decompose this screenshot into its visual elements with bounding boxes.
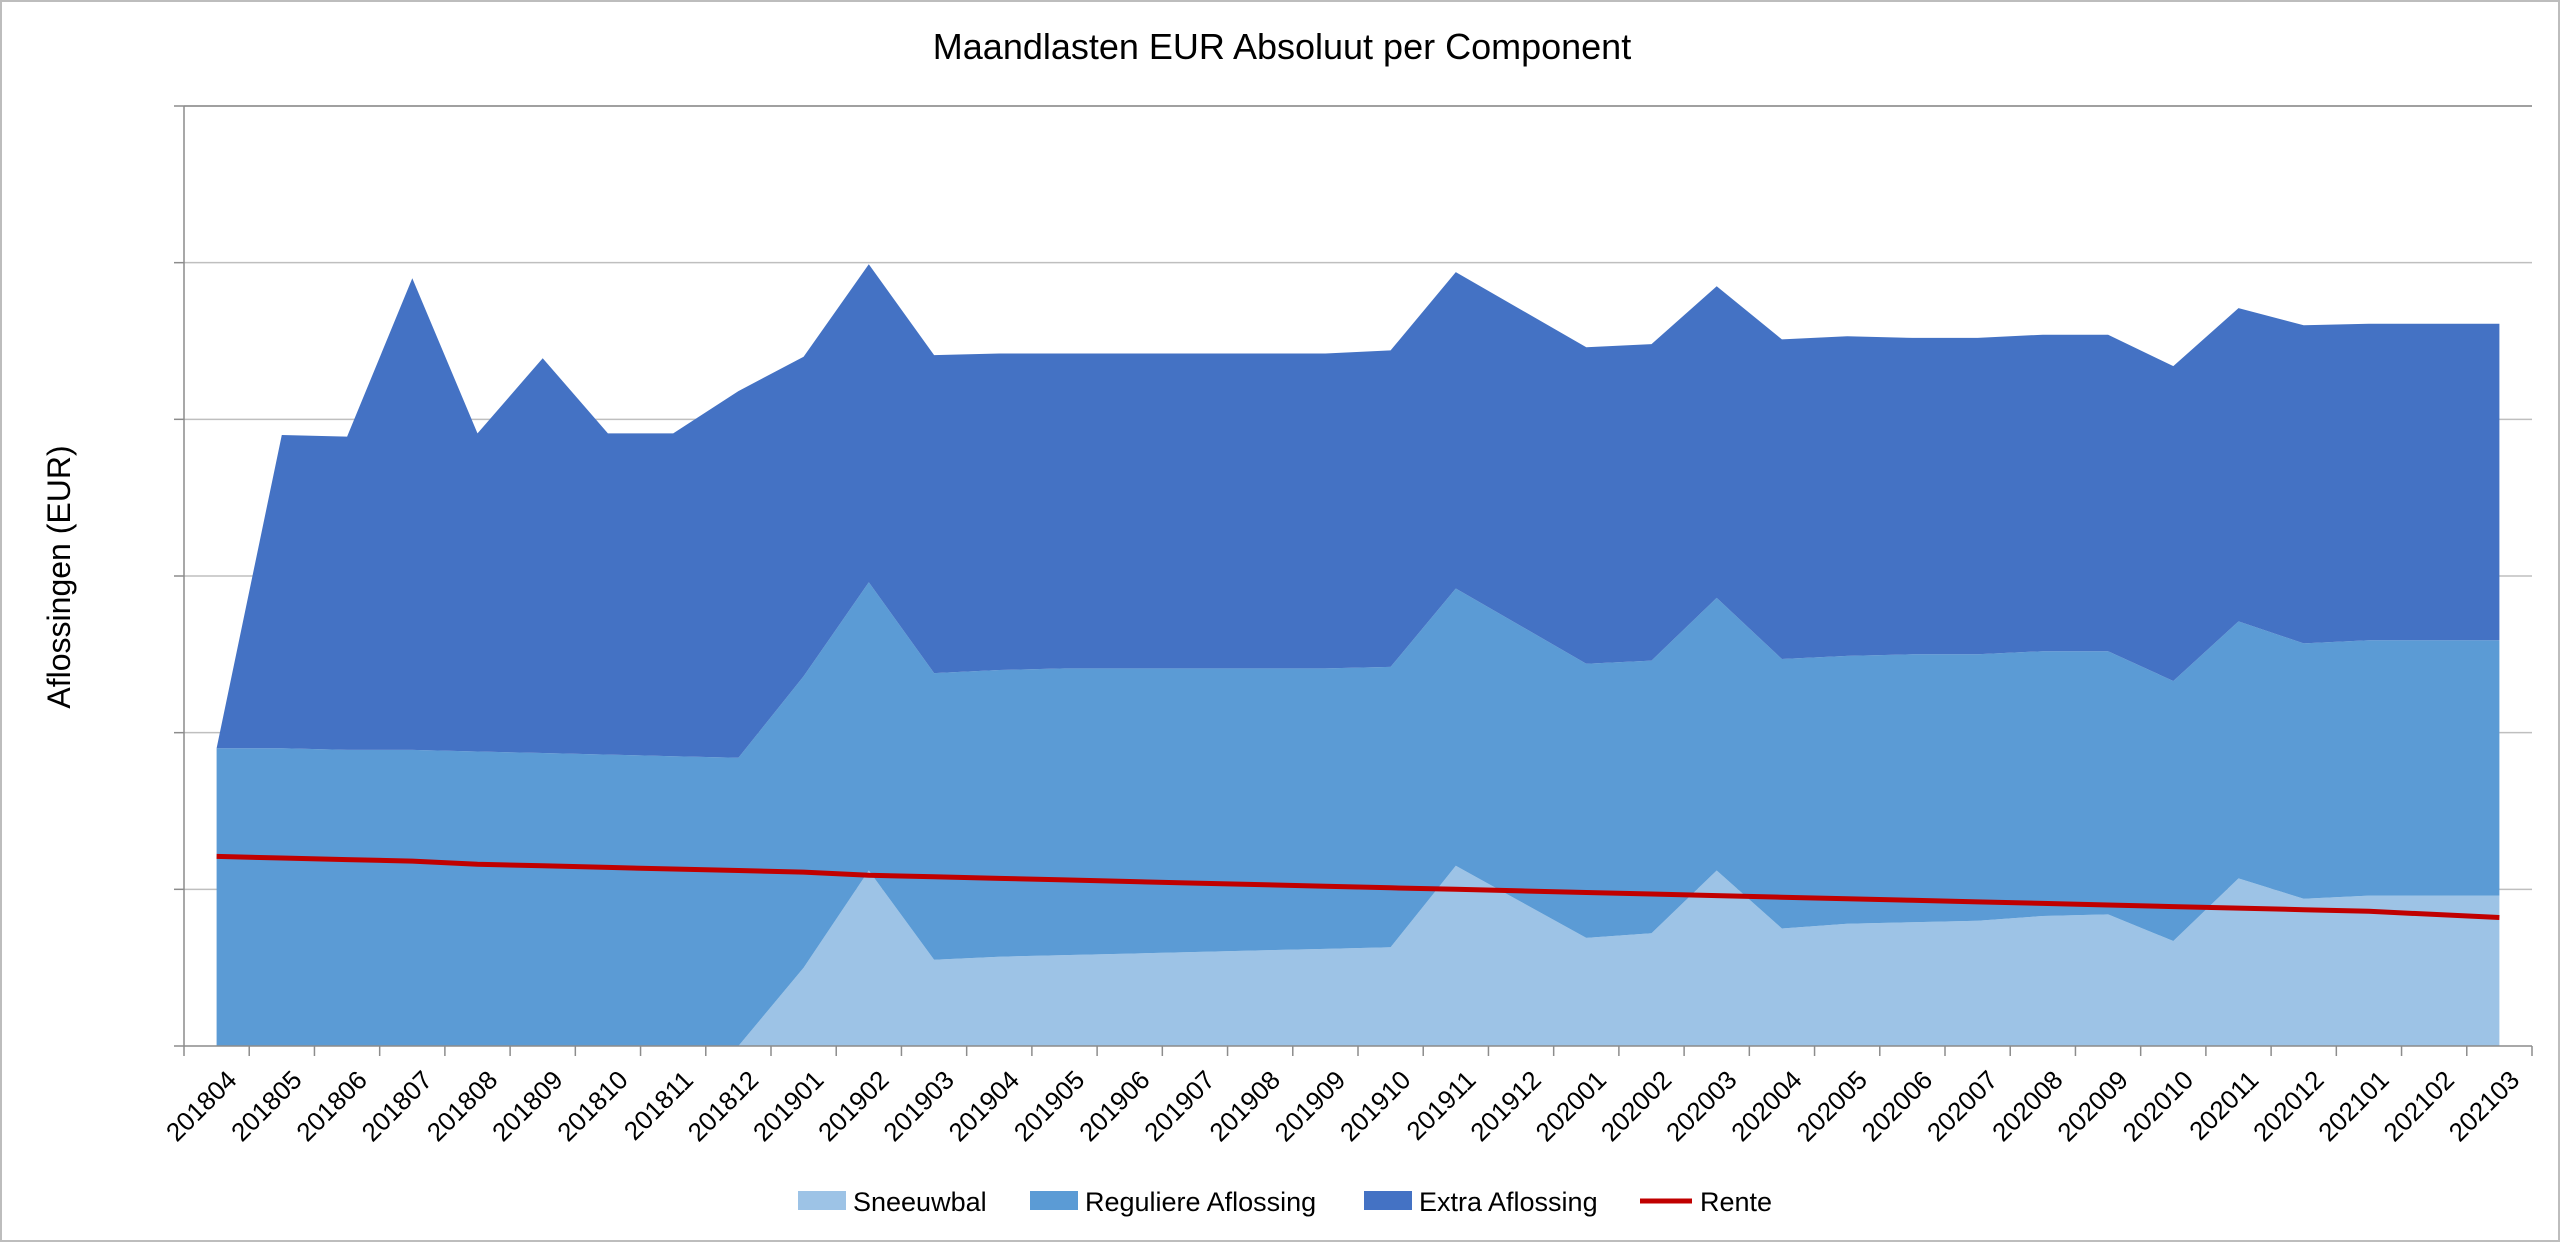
x-tick-label: 201903: [877, 1065, 960, 1148]
x-tick-label: 201811: [618, 1065, 699, 1146]
x-tick-label: 201805: [225, 1065, 308, 1148]
line-series: [216, 853, 2500, 920]
legend: Sneeuwbal Reguliere Aflossing Extra Afloss…: [798, 1187, 1772, 1217]
x-tick-label: 201812: [682, 1065, 765, 1148]
x-tick-label: 201908: [1203, 1065, 1286, 1148]
x-tick-label: 202102: [2377, 1065, 2460, 1148]
area-sneeuwbal: [216, 865, 2500, 1046]
chart-title: Maandlasten EUR Absoluut per Component: [933, 26, 1631, 67]
x-tick-label: 201911: [1400, 1065, 1481, 1146]
legend-label: Sneeuwbal: [853, 1187, 987, 1217]
axes: [174, 105, 2533, 1056]
x-tick-label: 201902: [812, 1065, 895, 1148]
x-tick-label: 202005: [1790, 1065, 1873, 1148]
x-tick-label: 201906: [1073, 1065, 1156, 1148]
x-tick-label: 202006: [1856, 1065, 1939, 1148]
x-tick-label: 201804: [160, 1065, 243, 1148]
y-axis-label: Aflossingen (EUR): [41, 445, 77, 708]
x-tick-label: 201806: [290, 1065, 373, 1148]
x-tick-label: 202001: [1530, 1065, 1613, 1148]
x-tick-label: 201909: [1269, 1065, 1352, 1148]
x-tick-label: 202007: [1921, 1065, 2004, 1148]
legend-swatch: [1364, 1191, 1412, 1210]
x-tick-label: 201904: [943, 1065, 1026, 1148]
x-tick-label: 202011: [2183, 1065, 2264, 1146]
area-series: [216, 264, 2500, 1046]
legend-swatch: [1030, 1191, 1078, 1210]
x-tick-label: 201807: [356, 1065, 439, 1148]
x-tick-label: 201809: [486, 1065, 569, 1148]
area-reguliere-aflossing: [216, 582, 2500, 1046]
x-tick-label: 202002: [1595, 1065, 1678, 1148]
x-tick-label: 202008: [1986, 1065, 2069, 1148]
x-tick-label: 202010: [2117, 1065, 2200, 1148]
x-tick-label: 202103: [2443, 1065, 2526, 1148]
x-tick-label: 202101: [2312, 1065, 2395, 1148]
legend-swatch: [798, 1191, 846, 1210]
area-extra-aflossing: [216, 264, 2500, 758]
x-tick-label: 202004: [1725, 1065, 1808, 1148]
x-tick-label: 202009: [2051, 1065, 2134, 1148]
legend-label: Rente: [1700, 1187, 1772, 1217]
x-tick-label: 201810: [551, 1065, 634, 1148]
line-rente: [216, 853, 2500, 920]
x-tick-labels: 2018042018052018062018072018082018092018…: [160, 1065, 2525, 1148]
x-tick-label: 202012: [2247, 1065, 2330, 1148]
x-tick-label: 202003: [1660, 1065, 1743, 1148]
x-tick-label: 201901: [747, 1065, 830, 1148]
x-tick-label: 201808: [421, 1065, 504, 1148]
x-tick-label: 201905: [1008, 1065, 1091, 1148]
legend-label: Extra Aflossing: [1419, 1187, 1598, 1217]
x-tick-label: 201907: [1138, 1065, 1221, 1148]
legend-label: Reguliere Aflossing: [1085, 1187, 1316, 1217]
x-tick-label: 201912: [1464, 1065, 1547, 1148]
x-tick-label: 201910: [1334, 1065, 1417, 1148]
